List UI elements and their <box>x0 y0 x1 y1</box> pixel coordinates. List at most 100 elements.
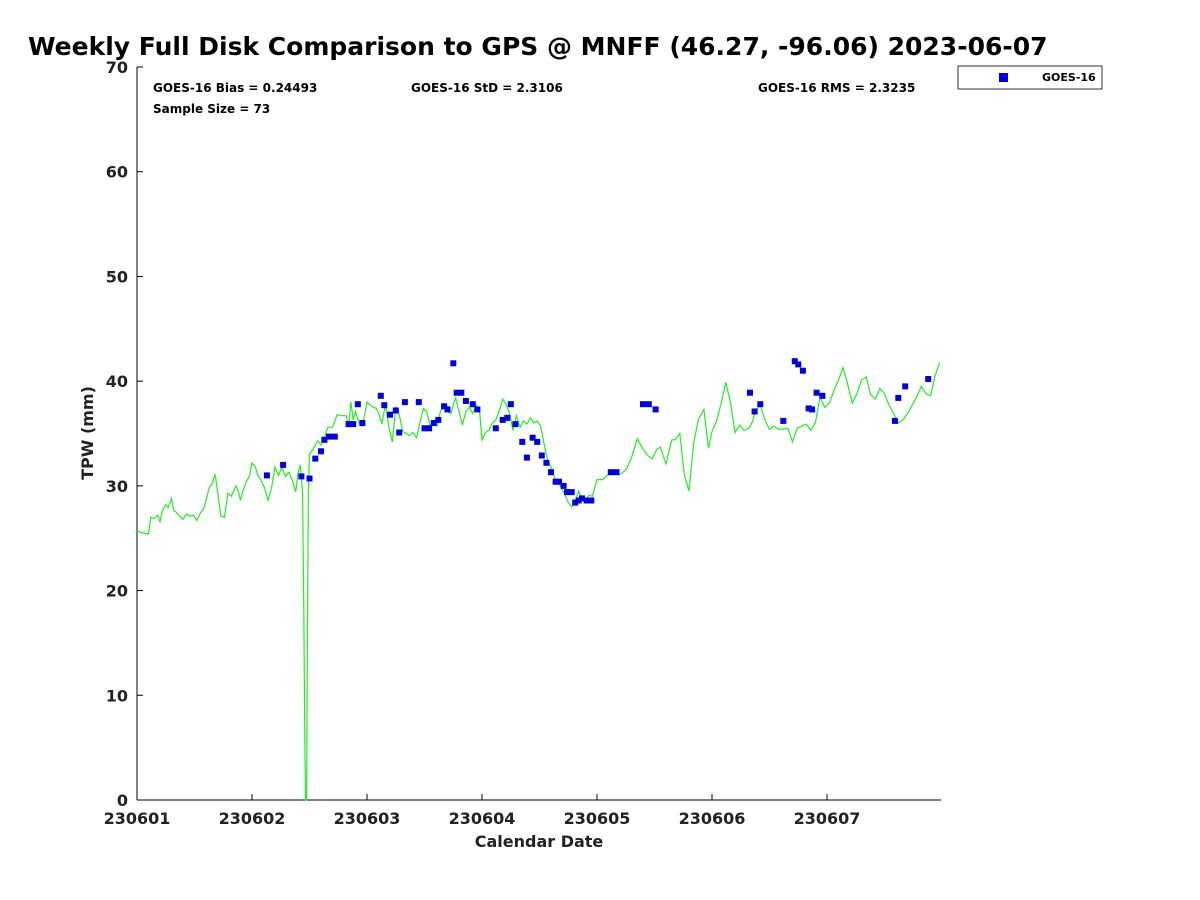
goes16-point <box>401 399 408 406</box>
y-tick-label: 20 <box>106 582 128 601</box>
x-axis-label: Calendar Date <box>475 832 604 851</box>
goes16-point <box>556 478 562 485</box>
goes16-point <box>453 389 460 396</box>
rms-stat: GOES-16 RMS = 2.3235 <box>758 81 915 95</box>
goes16-point <box>415 399 422 406</box>
chart-title: Weekly Full Disk Comparison to GPS @ MNF… <box>28 32 1048 61</box>
goes16-point <box>435 416 442 423</box>
goes16-point <box>529 434 536 441</box>
goes16-point <box>891 417 898 424</box>
goes16-point <box>312 455 319 462</box>
goes16-point <box>568 489 575 496</box>
legend-marker-goes16 <box>999 73 1008 82</box>
goes16-point <box>377 392 384 399</box>
goes16-point <box>321 436 328 443</box>
y-tick-label: 30 <box>106 477 128 496</box>
goes16-point <box>504 414 511 421</box>
goes16-point <box>813 389 820 396</box>
goes16-point <box>588 497 595 504</box>
goes16-point <box>444 406 451 413</box>
goes16-point <box>359 420 366 426</box>
goes16-point <box>751 408 758 415</box>
x-tick-label: 230601 <box>104 809 171 828</box>
goes16-point <box>780 417 787 424</box>
y-tick-label: 40 <box>106 372 128 391</box>
goes16-point <box>925 376 932 382</box>
goes16-point <box>652 406 659 413</box>
goes16-point <box>298 473 305 480</box>
plot-area <box>136 67 941 801</box>
goes16-point <box>564 489 571 496</box>
goes16-point <box>450 360 457 367</box>
goes16-point <box>519 438 526 445</box>
goes16-point <box>560 482 567 489</box>
goes16-point <box>306 475 313 482</box>
goes16-point <box>492 425 499 432</box>
goes16-point <box>326 433 332 440</box>
goes16-point <box>902 383 909 390</box>
x-tick-label: 230606 <box>679 809 746 828</box>
goes16-point <box>523 454 530 461</box>
x-tick-label: 230604 <box>449 809 516 828</box>
goes16-point <box>757 401 764 408</box>
goes16-point <box>645 401 652 408</box>
goes16-point <box>392 407 399 414</box>
goes16-point <box>441 403 448 410</box>
goes16-point <box>548 469 554 476</box>
goes16-point <box>819 392 826 399</box>
goes16-point <box>552 478 559 485</box>
gps-series-line <box>136 362 941 801</box>
goes16-point <box>396 429 403 436</box>
goes16-point <box>607 469 614 476</box>
legend-box <box>957 65 1103 90</box>
bias-stat: GOES-16 Bias = 0.24493 <box>153 81 317 95</box>
goes16-point <box>572 499 579 506</box>
y-tick-label: 60 <box>106 163 128 182</box>
goes16-point <box>512 421 519 428</box>
goes16-point <box>462 398 469 404</box>
goes16-point <box>421 425 428 432</box>
goes16-point <box>575 497 582 504</box>
std-stat: GOES-16 StD = 2.3106 <box>411 81 563 95</box>
y-tick-label: 70 <box>106 58 128 77</box>
y-axis-ticks: 0 10 20 30 40 50 60 70 <box>106 58 143 810</box>
x-tick-label: 230607 <box>794 809 861 828</box>
goes16-point <box>345 421 352 428</box>
goes16-series <box>263 358 932 506</box>
y-axis-label: TPW (mm) <box>78 386 97 480</box>
x-tick-label: 230602 <box>219 809 286 828</box>
gps-series <box>136 362 941 801</box>
goes16-point <box>263 472 270 479</box>
goes16-point <box>350 421 357 428</box>
legend-label-goes16: GOES-16 <box>1042 71 1096 84</box>
goes16-point <box>381 402 388 409</box>
goes16-point <box>318 448 324 455</box>
goes16-point <box>387 411 393 418</box>
goes16-point <box>809 406 816 413</box>
y-tick-label: 0 <box>117 791 128 810</box>
goes16-point <box>795 361 802 368</box>
goes16-point <box>791 358 798 365</box>
goes16-point <box>583 497 590 504</box>
goes16-point <box>895 394 902 401</box>
goes16-point <box>805 405 812 412</box>
goes16-point <box>469 401 476 408</box>
sample-size-stat: Sample Size = 73 <box>153 102 270 116</box>
goes16-point <box>747 389 753 396</box>
goes16-point <box>579 495 585 502</box>
goes16-point <box>331 433 338 440</box>
goes16-point <box>640 401 646 408</box>
goes16-point <box>538 452 545 459</box>
goes16-point <box>430 420 437 426</box>
goes16-point <box>426 425 433 432</box>
goes16-point <box>613 469 620 476</box>
goes16-point <box>543 459 550 466</box>
goes16-point <box>507 401 514 408</box>
goes16-point <box>799 367 806 374</box>
x-axis-ticks: 230601 230602 230603 230604 230605 230606 2306… <box>104 794 861 828</box>
x-tick-label: 230605 <box>564 809 631 828</box>
goes16-point <box>534 438 541 445</box>
x-tick-label: 230603 <box>334 809 401 828</box>
legend: GOES-16 <box>957 65 1103 90</box>
